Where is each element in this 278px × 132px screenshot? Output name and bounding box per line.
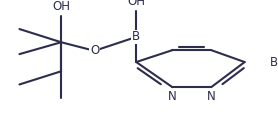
Text: Br: Br [270, 56, 278, 69]
Text: OH: OH [52, 0, 70, 13]
Text: O: O [90, 44, 99, 57]
Text: OH: OH [127, 0, 145, 8]
Text: N: N [168, 90, 177, 103]
Text: N: N [207, 90, 216, 103]
Text: B: B [132, 30, 140, 43]
